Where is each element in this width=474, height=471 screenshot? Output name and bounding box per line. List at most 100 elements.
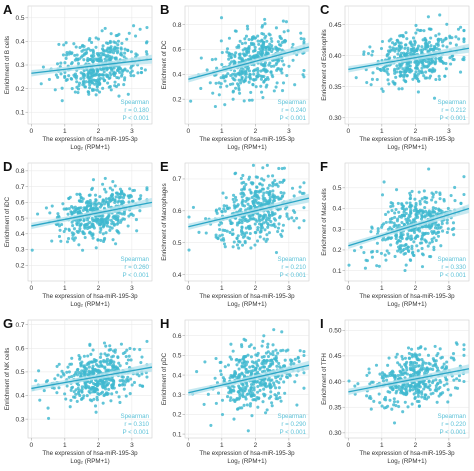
data-point (291, 58, 295, 62)
data-point (64, 56, 68, 60)
regression-line (348, 207, 470, 247)
data-point (57, 234, 62, 239)
data-point (112, 360, 116, 364)
y-tick-label: 0.6 (172, 333, 181, 340)
data-point (453, 386, 458, 390)
y-tick-label: 0.3 (15, 247, 24, 254)
data-point (266, 52, 270, 56)
data-point (446, 206, 450, 211)
data-point (369, 83, 373, 87)
data-point (145, 25, 149, 30)
data-point (228, 230, 232, 235)
data-point (374, 363, 379, 367)
data-point (106, 202, 110, 207)
data-point (62, 229, 66, 234)
data-point (244, 34, 249, 38)
data-point (279, 68, 283, 72)
data-point (417, 60, 421, 64)
data-point (59, 239, 63, 243)
data-point (251, 369, 255, 373)
data-point (67, 196, 71, 201)
data-point (256, 405, 260, 409)
data-point (375, 77, 379, 82)
data-point (221, 376, 225, 380)
data-point (91, 74, 95, 78)
data-point (67, 375, 71, 379)
data-point (382, 180, 386, 184)
data-point (80, 44, 84, 48)
data-point (390, 407, 394, 411)
data-point (411, 361, 415, 365)
data-point (266, 186, 270, 190)
data-point (139, 360, 143, 365)
data-point (403, 46, 407, 50)
data-point (462, 379, 466, 384)
data-point (95, 67, 99, 71)
data-point (79, 77, 83, 81)
data-point (82, 369, 86, 373)
data-point (254, 192, 258, 196)
y-tick-label: 0.7 (15, 184, 24, 191)
data-point (420, 390, 424, 394)
data-point (80, 385, 84, 389)
data-point (420, 197, 424, 201)
data-point (276, 184, 280, 188)
data-point (191, 205, 195, 209)
data-point (388, 45, 392, 49)
data-point (419, 71, 423, 75)
data-point (107, 197, 111, 201)
data-point (286, 348, 290, 352)
data-point (280, 41, 284, 45)
data-point (246, 27, 250, 31)
data-point (99, 391, 103, 395)
data-point (388, 390, 392, 394)
data-point (115, 75, 119, 80)
data-point (408, 201, 412, 205)
data-point (218, 234, 222, 238)
data-point (281, 223, 285, 227)
data-point (423, 76, 427, 80)
y-axis-title: Enrichment of B cells (4, 36, 11, 94)
data-point (249, 181, 253, 185)
data-point (116, 200, 120, 204)
data-point (236, 203, 240, 207)
data-point (271, 213, 275, 217)
y-tick-label: 0.4 (15, 393, 24, 400)
data-point (416, 72, 421, 76)
data-point (66, 212, 70, 216)
data-point (407, 351, 411, 355)
data-point (250, 195, 254, 200)
data-point (413, 385, 417, 389)
data-point (63, 61, 67, 65)
data-point (418, 208, 422, 212)
data-point (136, 71, 140, 75)
data-point (92, 386, 96, 390)
data-point (267, 192, 271, 196)
data-point (104, 190, 108, 194)
data-point (428, 362, 432, 366)
y-tick-label: 0.6 (15, 200, 24, 207)
data-point (389, 48, 393, 52)
data-point (393, 215, 397, 219)
data-point (413, 197, 417, 201)
data-point (91, 207, 95, 211)
data-point (109, 45, 113, 49)
data-point (202, 402, 206, 406)
data-point (57, 362, 61, 366)
data-point (112, 381, 116, 385)
data-point (400, 371, 404, 375)
x-axis-unit: Log₂ (RPM+1) (387, 301, 426, 308)
stat-p: P < 0.001 (279, 115, 306, 122)
data-point (54, 73, 58, 77)
data-point (63, 74, 67, 78)
data-point (70, 356, 74, 360)
data-point (396, 217, 400, 221)
data-point (405, 201, 409, 205)
data-point (103, 393, 107, 397)
data-point (71, 236, 75, 241)
data-point (395, 240, 400, 244)
data-point (262, 80, 266, 84)
stat-r: r = 0.210 (281, 264, 306, 271)
data-point (62, 207, 66, 211)
